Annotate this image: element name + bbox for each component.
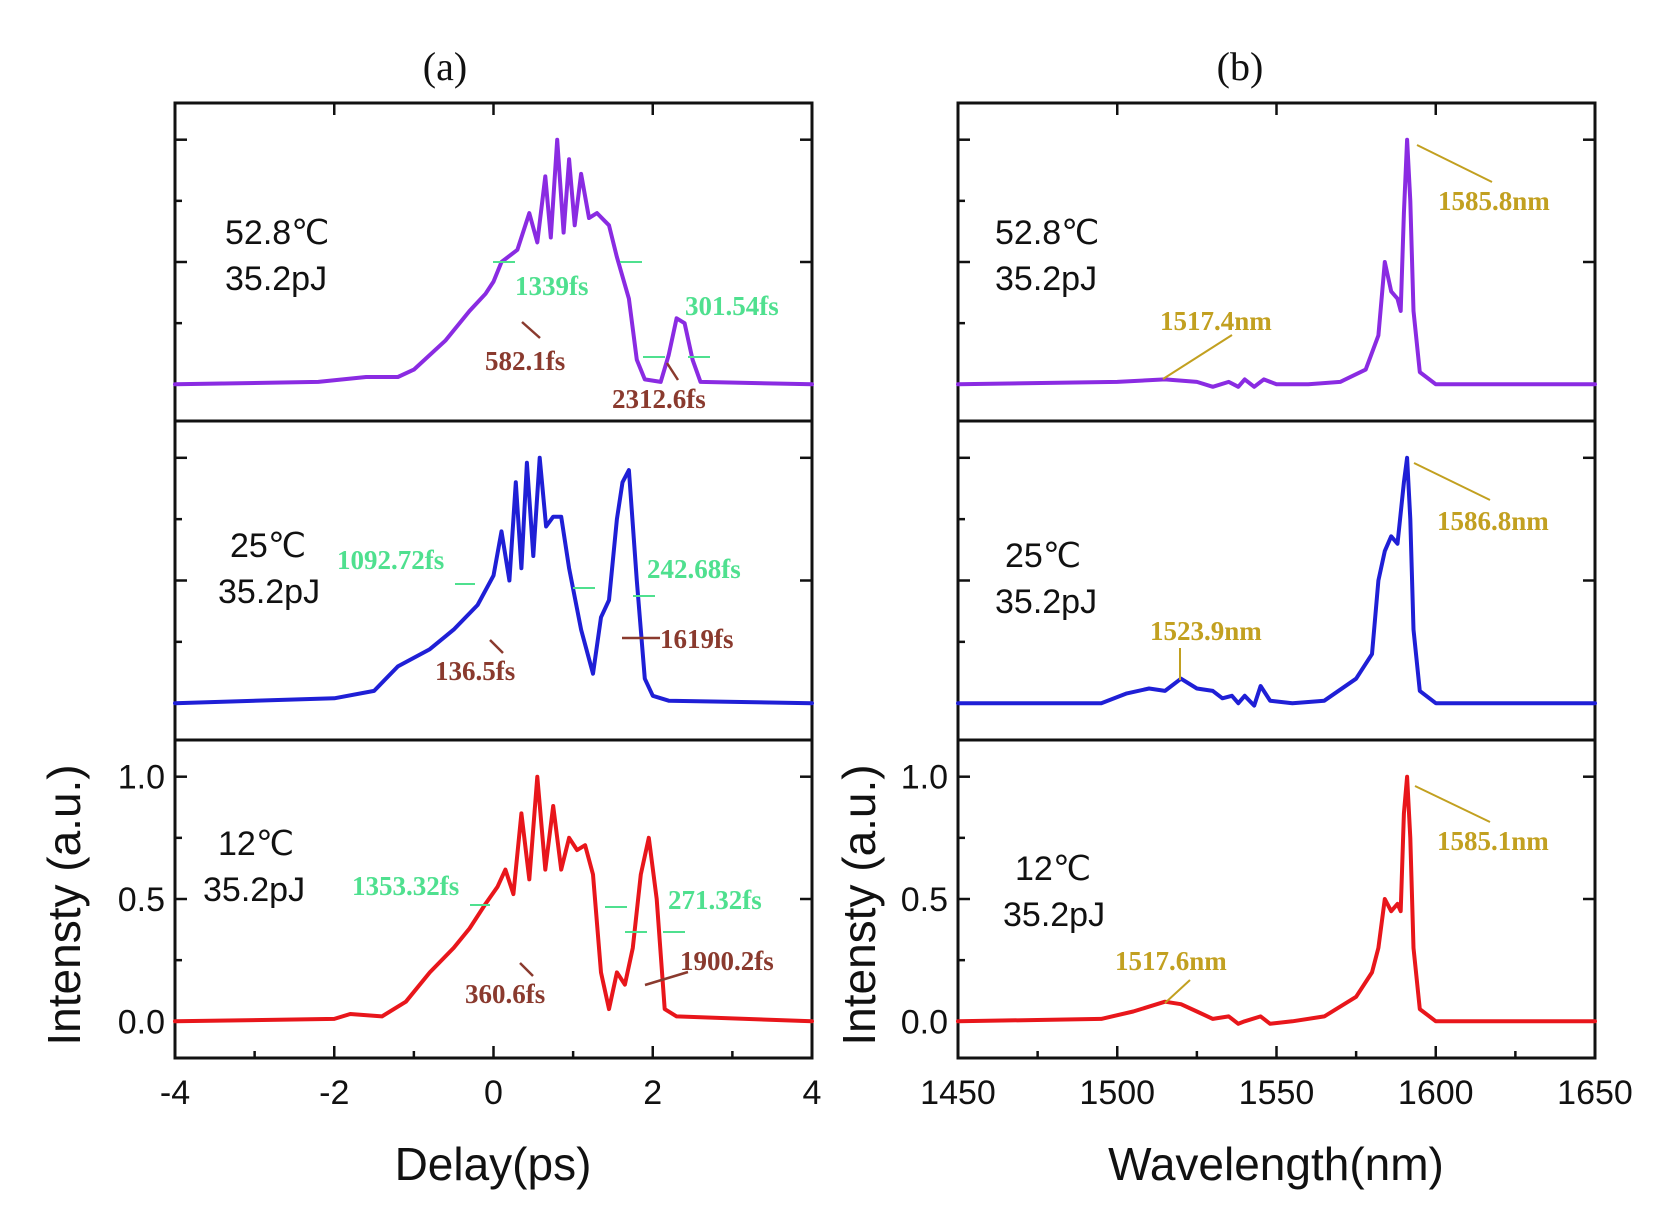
annotation-1586.8nm: 1586.8nm [1437, 506, 1549, 536]
annotation-1517.6nm: 1517.6nm [1115, 946, 1227, 976]
arrow-2312fs [665, 362, 680, 381]
x-axis-title-b: Wavelength(nm) [1108, 1138, 1444, 1190]
arrow-360fs [519, 962, 534, 977]
annotation-1517.4nm: 1517.4nm [1160, 306, 1272, 336]
cond-b-0-temp: 52.8℃ [995, 214, 1099, 252]
y-tick-label: 0.5 [118, 881, 165, 919]
cond-b-2-energy: 35.2pJ [1003, 896, 1105, 934]
x-tick-label: 0 [484, 1074, 503, 1112]
x-tick-label: 4 [803, 1074, 822, 1112]
annotation-271fs: 271.32fs [668, 885, 762, 915]
annotation-1523.9nm: 1523.9nm [1150, 616, 1262, 646]
arrow-1900fs [644, 970, 689, 987]
cond-a-0-energy: 35.2pJ [225, 260, 327, 298]
annotation-1092fs: 1092.72fs [337, 545, 444, 575]
annotation-1585.1nm: 1585.1nm [1437, 826, 1549, 856]
ticks-layer: -4 -2 0 2 4 0.0 0.5 1.0 1450 1500 1550 1600 1650 0.0 0… [118, 103, 1633, 1112]
cond-a-1-energy: 35.2pJ [218, 573, 320, 611]
annotation-1339fs: 1339fs [515, 271, 589, 301]
panel-b-label: (b) [1217, 44, 1264, 89]
x-tick-label: 1550 [1239, 1074, 1315, 1112]
arrow-1585.8nm [1416, 144, 1493, 183]
series-line-b-2 [956, 774, 1597, 1026]
arrow-136fs [489, 639, 504, 654]
cond-a-1-temp: 25℃ [230, 527, 306, 565]
x-tick-label: -4 [160, 1074, 190, 1112]
arrow-1517.6nm [1164, 979, 1191, 1004]
cond-a-2-temp: 12℃ [218, 825, 294, 863]
annotation-1353fs: 1353.32fs [352, 871, 459, 901]
y-tick-label: 1.0 [118, 759, 165, 797]
arrow-582fs [521, 321, 541, 339]
annotation-136fs: 136.5fs [435, 656, 515, 686]
annotation-1619fs: 1619fs [660, 624, 734, 654]
arrow-1517.4nm [1162, 334, 1233, 380]
annotation-301fs: 301.54fs [685, 291, 779, 321]
x-tick-label: 1650 [1557, 1074, 1633, 1112]
y-axis-title-a: Intensty (a.u.) [38, 764, 90, 1045]
x-tick-label: 1600 [1398, 1074, 1474, 1112]
series-line-b-1 [956, 455, 1597, 708]
cond-b-1-temp: 25℃ [1005, 537, 1081, 575]
annotation-1900fs: 1900.2fs [680, 946, 774, 976]
y-axis-title-b: Intensty (a.u.) [833, 764, 885, 1045]
annotation-582fs: 582.1fs [485, 346, 565, 376]
arrow-1586.8nm [1413, 462, 1491, 501]
annotation-360fs: 360.6fs [465, 979, 545, 1009]
series-line-a-0 [173, 137, 814, 387]
y-tick-label: 0.0 [118, 1003, 165, 1041]
annotation-2312fs: 2312.6fs [612, 384, 706, 414]
x-tick-label: 1450 [920, 1074, 996, 1112]
series-line-a-2 [173, 774, 814, 1024]
y-tick-label: 0.0 [901, 1003, 948, 1041]
y-tick-label: 0.5 [901, 881, 948, 919]
series-line-b-0 [956, 137, 1597, 389]
annotation-242fs: 242.68fs [647, 554, 741, 584]
cond-b-0-energy: 35.2pJ [995, 260, 1097, 298]
annotation-1585.8nm: 1585.8nm [1438, 186, 1550, 216]
panel-a-label: (a) [423, 44, 467, 89]
cond-a-0-temp: 52.8℃ [225, 214, 329, 252]
cond-b-2-temp: 12℃ [1015, 850, 1091, 888]
x-tick-label: -2 [319, 1074, 349, 1112]
x-tick-label: 2 [643, 1074, 662, 1112]
curves-layer [173, 137, 1597, 1026]
arrow-1585.1nm [1414, 785, 1491, 823]
x-axis-title-a: Delay(ps) [395, 1138, 592, 1190]
y-tick-label: 1.0 [901, 759, 948, 797]
series-line-a-1 [173, 455, 814, 706]
cond-b-1-energy: 35.2pJ [995, 583, 1097, 621]
x-tick-label: 1500 [1079, 1074, 1155, 1112]
cond-a-2-energy: 35.2pJ [203, 871, 305, 909]
